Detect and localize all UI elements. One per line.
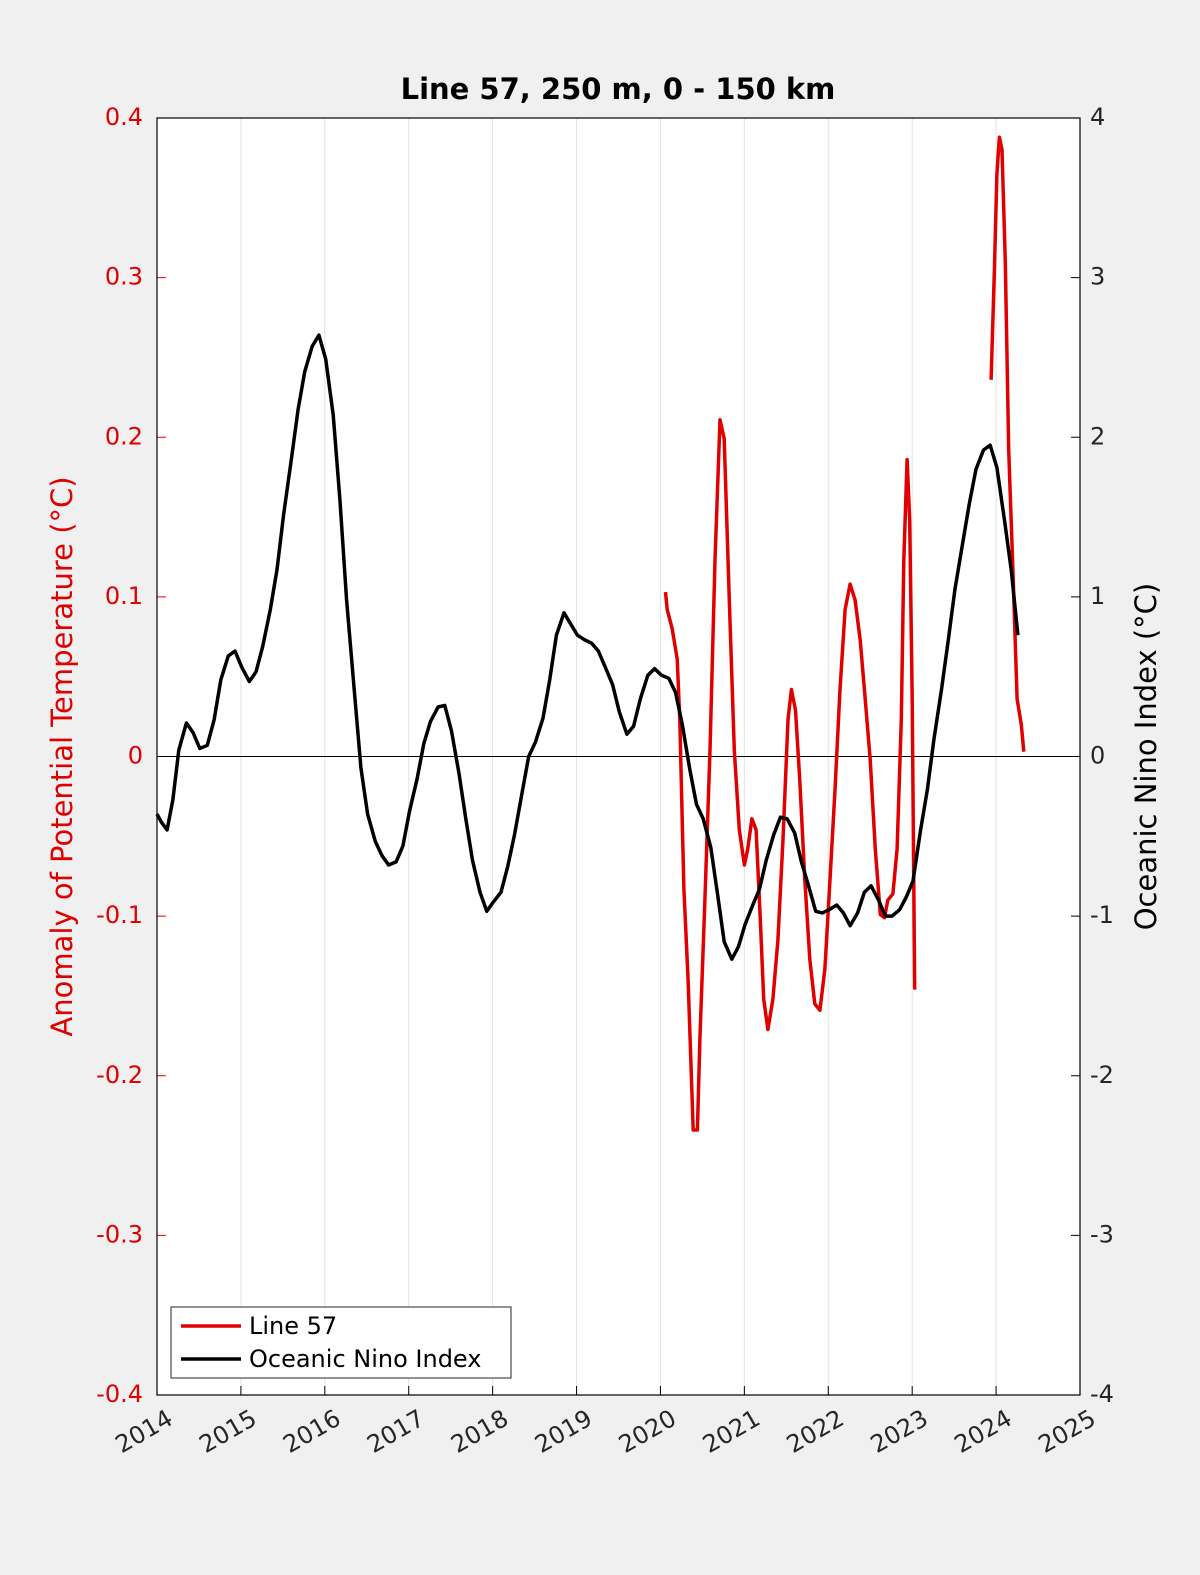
- series-line: [155, 333, 1020, 961]
- y-tick-label: -0.2: [96, 1061, 143, 1089]
- y2-axis-label: Oceanic Nino Index (°C): [1129, 583, 1163, 931]
- x-tick-label: 2019: [530, 1404, 597, 1459]
- y-tick-label: 0.1: [105, 582, 143, 610]
- y2-tick-label: -1: [1090, 901, 1114, 929]
- x-tick-label: 2023: [866, 1404, 933, 1459]
- x-tick-label: 2017: [362, 1404, 429, 1459]
- legend-label: Line 57: [249, 1312, 337, 1340]
- y-tick-label: 0: [128, 742, 143, 770]
- x-tick-label: 2016: [278, 1404, 345, 1459]
- legend-box: [170, 1306, 512, 1379]
- series-line: [663, 135, 1026, 1132]
- x-tick-label: 2020: [614, 1404, 681, 1459]
- x-tick-label: 2021: [698, 1404, 765, 1459]
- y-tick-label: -0.4: [96, 1380, 143, 1408]
- plot-border: [156, 117, 1081, 1396]
- y2-tick-label: 3: [1090, 263, 1105, 291]
- y2-tick-label: -3: [1090, 1220, 1114, 1248]
- y-tick-label: 0.3: [105, 263, 143, 291]
- y-axis-label: Anomaly of Potential Temperature (°C): [45, 476, 79, 1036]
- x-tick-label: 2024: [950, 1404, 1017, 1459]
- y2-tick-label: -4: [1090, 1380, 1114, 1408]
- x-tick-label: 2022: [782, 1404, 849, 1459]
- y2-tick-label: 1: [1090, 582, 1105, 610]
- x-tick-label: 2014: [111, 1404, 178, 1459]
- y-tick-label: 0.4: [105, 103, 143, 131]
- y2-tick-label: 4: [1090, 103, 1105, 131]
- x-tick-label: 2018: [446, 1404, 513, 1459]
- y2-tick-label: 0: [1090, 742, 1105, 770]
- y-tick-label: -0.1: [96, 901, 143, 929]
- y-tick-label: -0.3: [96, 1220, 143, 1248]
- chart-title: Line 57, 250 m, 0 - 150 km: [401, 72, 836, 106]
- y-tick-label: 0.2: [105, 422, 143, 450]
- y2-tick-label: -2: [1090, 1061, 1114, 1089]
- x-tick-label: 2025: [1034, 1404, 1101, 1459]
- x-tick-label: 2015: [195, 1404, 262, 1459]
- legend-label: Oceanic Nino Index: [249, 1345, 481, 1373]
- y2-tick-label: 2: [1090, 422, 1105, 450]
